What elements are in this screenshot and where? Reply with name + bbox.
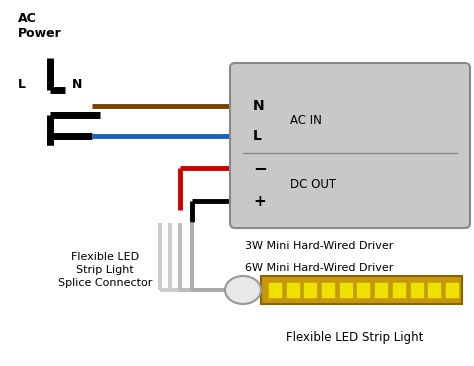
Bar <box>286 282 300 298</box>
Text: L: L <box>253 129 262 143</box>
Bar <box>268 282 282 298</box>
Text: L: L <box>18 78 26 92</box>
Bar <box>339 282 353 298</box>
Bar <box>356 282 371 298</box>
Bar <box>392 282 406 298</box>
Bar <box>445 282 459 298</box>
Text: AC
Power: AC Power <box>18 12 62 40</box>
Text: Flexible LED
Strip Light
Splice Connector: Flexible LED Strip Light Splice Connecto… <box>58 252 152 288</box>
Text: 6W Mini Hard-Wired Driver: 6W Mini Hard-Wired Driver <box>245 263 393 273</box>
Text: Flexible LED Strip Light: Flexible LED Strip Light <box>286 332 424 344</box>
Bar <box>261 276 462 304</box>
Text: N: N <box>253 99 264 113</box>
Bar <box>303 282 318 298</box>
Bar <box>374 282 388 298</box>
Ellipse shape <box>225 276 261 304</box>
FancyBboxPatch shape <box>230 63 470 228</box>
Text: N: N <box>72 78 82 92</box>
Text: +: + <box>253 194 266 209</box>
Bar <box>427 282 441 298</box>
Text: 10W Mini Hard-Wired Driver: 10W Mini Hard-Wired Driver <box>245 285 401 295</box>
Text: DC OUT: DC OUT <box>290 178 336 191</box>
Bar <box>410 282 424 298</box>
Text: 3W Mini Hard-Wired Driver: 3W Mini Hard-Wired Driver <box>245 241 393 251</box>
Text: AC IN: AC IN <box>290 115 322 127</box>
Bar <box>321 282 335 298</box>
Text: −: − <box>253 159 267 177</box>
